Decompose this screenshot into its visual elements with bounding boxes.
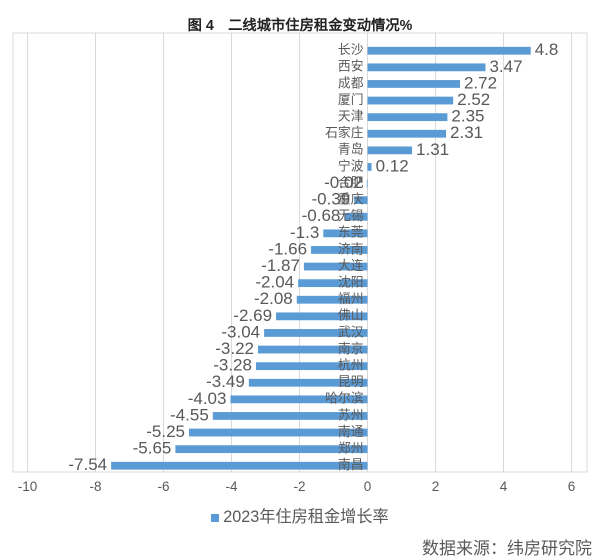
svg-text:济南: 济南 (338, 241, 364, 256)
svg-text:沈阳: 沈阳 (338, 275, 364, 290)
svg-text:天津: 天津 (338, 109, 364, 124)
svg-text:昆明: 昆明 (338, 374, 364, 389)
svg-text:杭州: 杭州 (338, 358, 364, 373)
svg-text:-6: -6 (157, 479, 169, 494)
svg-text:南通: 南通 (338, 424, 364, 439)
svg-text:4.8: 4.8 (535, 40, 559, 59)
svg-text:南京: 南京 (338, 341, 364, 356)
svg-text:武汉: 武汉 (338, 324, 364, 339)
svg-text:2: 2 (432, 479, 440, 494)
svg-text:4: 4 (500, 479, 508, 494)
svg-text:长沙: 长沙 (338, 42, 364, 57)
svg-text:佛山: 佛山 (338, 308, 364, 323)
svg-text:石家庄: 石家庄 (325, 125, 364, 140)
svg-text:南昌: 南昌 (338, 457, 364, 472)
svg-text:0.12: 0.12 (376, 156, 409, 175)
svg-text:苏州: 苏州 (338, 407, 364, 422)
svg-text:6: 6 (568, 479, 576, 494)
svg-text:哈尔滨: 哈尔滨 (325, 391, 364, 406)
svg-text:-7.54: -7.54 (68, 455, 107, 474)
svg-text:-5.65: -5.65 (133, 439, 172, 458)
svg-text:宁波: 宁波 (338, 158, 364, 173)
svg-text:1.31: 1.31 (416, 140, 449, 159)
svg-text:东莞: 东莞 (338, 225, 364, 240)
svg-text:0: 0 (364, 479, 372, 494)
svg-text:-10: -10 (18, 479, 38, 494)
svg-text:青岛: 青岛 (338, 142, 364, 157)
svg-text:2.31: 2.31 (450, 123, 483, 142)
svg-text:-4: -4 (225, 479, 237, 494)
svg-text:成都: 成都 (338, 75, 364, 90)
svg-text:大连: 大连 (338, 258, 364, 273)
svg-text:厦门: 厦门 (338, 92, 364, 107)
svg-text:-2: -2 (293, 479, 305, 494)
svg-text:福州: 福州 (338, 291, 364, 306)
svg-text:-8: -8 (89, 479, 101, 494)
svg-text:郑州: 郑州 (338, 441, 364, 456)
svg-text:无锡: 无锡 (338, 208, 364, 223)
svg-text:西安: 西安 (338, 59, 364, 74)
